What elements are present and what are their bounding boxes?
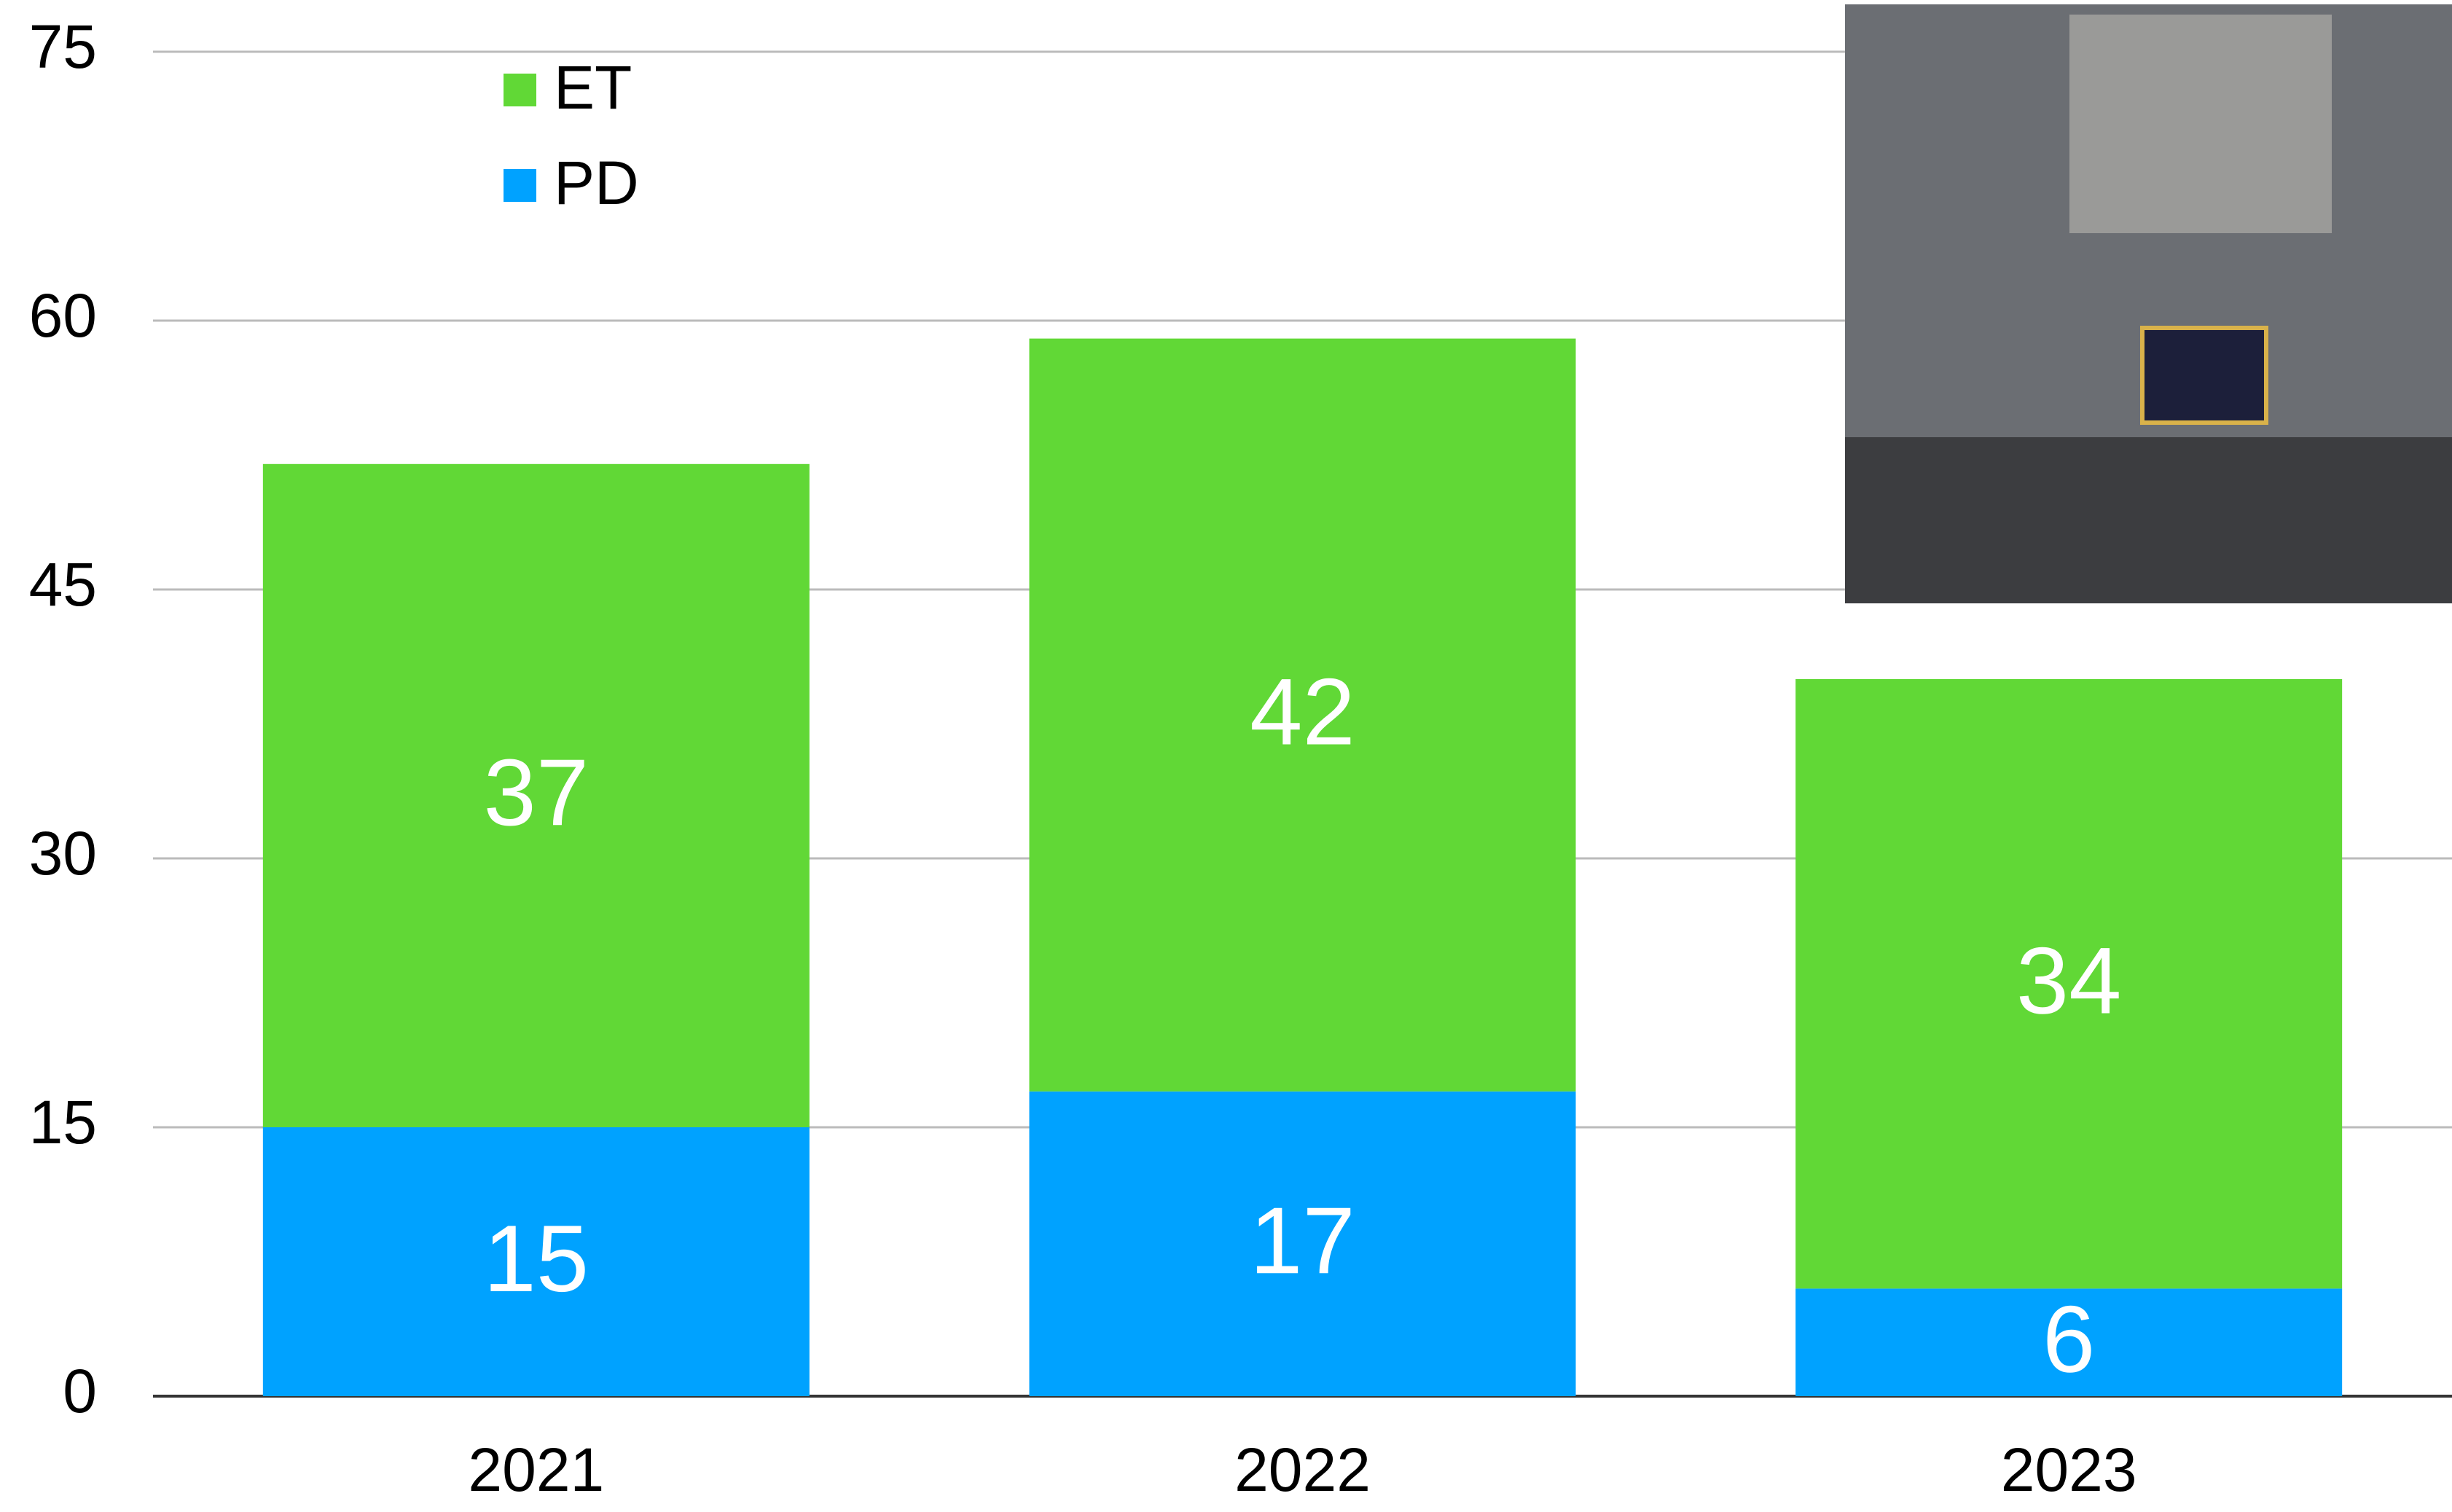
data-label: 17 [1250, 1187, 1355, 1293]
y-tick-label: 45 [29, 550, 97, 619]
y-tick-label: 30 [29, 819, 97, 888]
y-tick-label: 15 [29, 1088, 97, 1156]
y-tick-label: 75 [29, 12, 97, 81]
x-tick-label: 2022 [1234, 1435, 1371, 1504]
data-label: 34 [2016, 928, 2122, 1034]
data-label: 6 [2042, 1286, 2095, 1392]
legend-label: PD [554, 149, 639, 217]
y-tick-label: 0 [63, 1357, 97, 1425]
data-label: 15 [484, 1205, 590, 1312]
x-tick-label: 2023 [2001, 1435, 2137, 1504]
x-tick-label: 2021 [468, 1435, 604, 1504]
legend-swatch [504, 74, 536, 106]
legend-label: ET [554, 53, 632, 122]
chart: 0 15 30 45 60 75 2021 15 37 2022 17 42 2023 6 34 PD ET [0, 0, 2452, 1512]
data-label: 37 [484, 739, 590, 845]
data-label: 42 [1250, 659, 1355, 765]
y-tick-label: 60 [29, 281, 97, 350]
legend-swatch [504, 169, 536, 202]
photo [1845, 4, 2452, 603]
